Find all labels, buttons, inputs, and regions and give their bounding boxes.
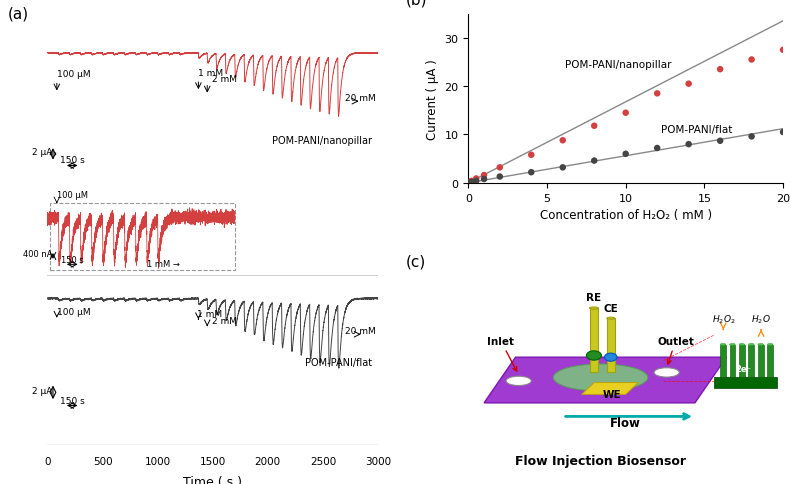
Point [556,137,569,145]
X-axis label: Concentration of H₂O₂ ( mM ): Concentration of H₂O₂ ( mM ) [539,209,712,222]
Point [683,141,695,149]
Text: 150 s: 150 s [60,156,85,165]
Text: 100 μM: 100 μM [58,307,91,316]
Ellipse shape [654,368,679,378]
Text: $H_2O_2$: $H_2O_2$ [712,313,735,325]
Point [777,129,789,136]
Text: 500: 500 [93,456,112,466]
Text: (c): (c) [405,254,426,269]
Point [651,91,664,98]
Text: (a): (a) [8,7,29,22]
Bar [767,346,773,378]
Text: Flow Injection Biosensor: Flow Injection Biosensor [515,454,686,467]
Point [745,133,758,141]
Text: 2000: 2000 [255,456,281,466]
Point [465,178,478,185]
Point [619,109,632,117]
Ellipse shape [589,307,598,310]
Text: POM-PANI/flat: POM-PANI/flat [660,125,732,135]
Bar [748,346,754,378]
Text: Flow: Flow [611,416,642,429]
Text: 20 mM: 20 mM [345,326,376,335]
Text: POM-PANI/nanopillar: POM-PANI/nanopillar [272,136,373,146]
Text: 150 s: 150 s [61,255,84,264]
Text: 1 mM: 1 mM [197,309,222,318]
Point [525,151,538,159]
Point [651,145,664,152]
Text: 150 s: 150 s [60,396,85,405]
Ellipse shape [729,344,736,346]
Point [494,173,506,181]
Text: Inlet: Inlet [487,336,517,371]
Ellipse shape [607,318,615,319]
Text: 2 mM: 2 mM [212,316,237,325]
Text: POM-PANI/flat: POM-PANI/flat [305,358,373,367]
Y-axis label: Current ( μA ): Current ( μA ) [426,59,439,139]
Text: 2e⁻: 2e⁻ [736,364,751,373]
Bar [607,318,615,373]
Ellipse shape [748,344,754,346]
Text: 2 μA: 2 μA [32,386,52,395]
Text: 1 mM: 1 mM [199,69,224,78]
Point [745,57,758,64]
Text: 20 mM: 20 mM [345,94,376,103]
Ellipse shape [739,344,744,346]
Bar [50,204,235,271]
Ellipse shape [720,344,726,346]
Text: 1 mM →: 1 mM → [146,260,180,269]
Ellipse shape [604,353,617,362]
Point [478,172,490,180]
Point [713,66,726,74]
Text: Time ( s ): Time ( s ) [184,475,242,484]
Text: 100 μM: 100 μM [58,70,91,79]
Point [713,137,726,145]
Ellipse shape [506,377,532,386]
Bar [713,378,777,388]
Polygon shape [484,358,726,403]
Text: RE: RE [586,292,601,302]
Text: 3000: 3000 [365,456,391,466]
Point [556,164,569,172]
Point [619,151,632,158]
Text: 1000: 1000 [145,456,171,466]
Point [683,81,695,89]
Text: WE: WE [602,389,621,399]
Text: Outlet: Outlet [657,336,694,364]
Point [470,175,483,183]
Text: POM-PANI/nanopillar: POM-PANI/nanopillar [565,60,671,70]
Ellipse shape [586,351,601,361]
Point [588,122,600,130]
Text: 400 nA: 400 nA [23,250,52,258]
Bar [720,346,726,378]
Point [777,47,789,55]
Point [588,157,600,165]
Bar [589,308,598,373]
Text: 1500: 1500 [199,456,226,466]
Text: 2500: 2500 [310,456,336,466]
Text: 100 μM: 100 μM [58,191,89,200]
Polygon shape [581,383,638,394]
Point [494,164,506,172]
Ellipse shape [758,344,763,346]
Text: 2 μA: 2 μA [32,148,52,156]
Text: CE: CE [604,303,619,313]
Text: 0: 0 [44,456,51,466]
Bar [739,346,744,378]
Ellipse shape [767,344,773,346]
Ellipse shape [553,364,648,391]
Point [525,169,538,177]
Point [470,178,483,185]
Text: 2 mM: 2 mM [212,76,237,84]
Point [478,176,490,183]
Text: $H_2O$: $H_2O$ [751,313,771,325]
Bar [758,346,763,378]
Bar [729,346,736,378]
Text: (b): (b) [405,0,427,7]
Point [465,179,478,186]
Point [464,179,476,186]
Point [464,179,476,187]
